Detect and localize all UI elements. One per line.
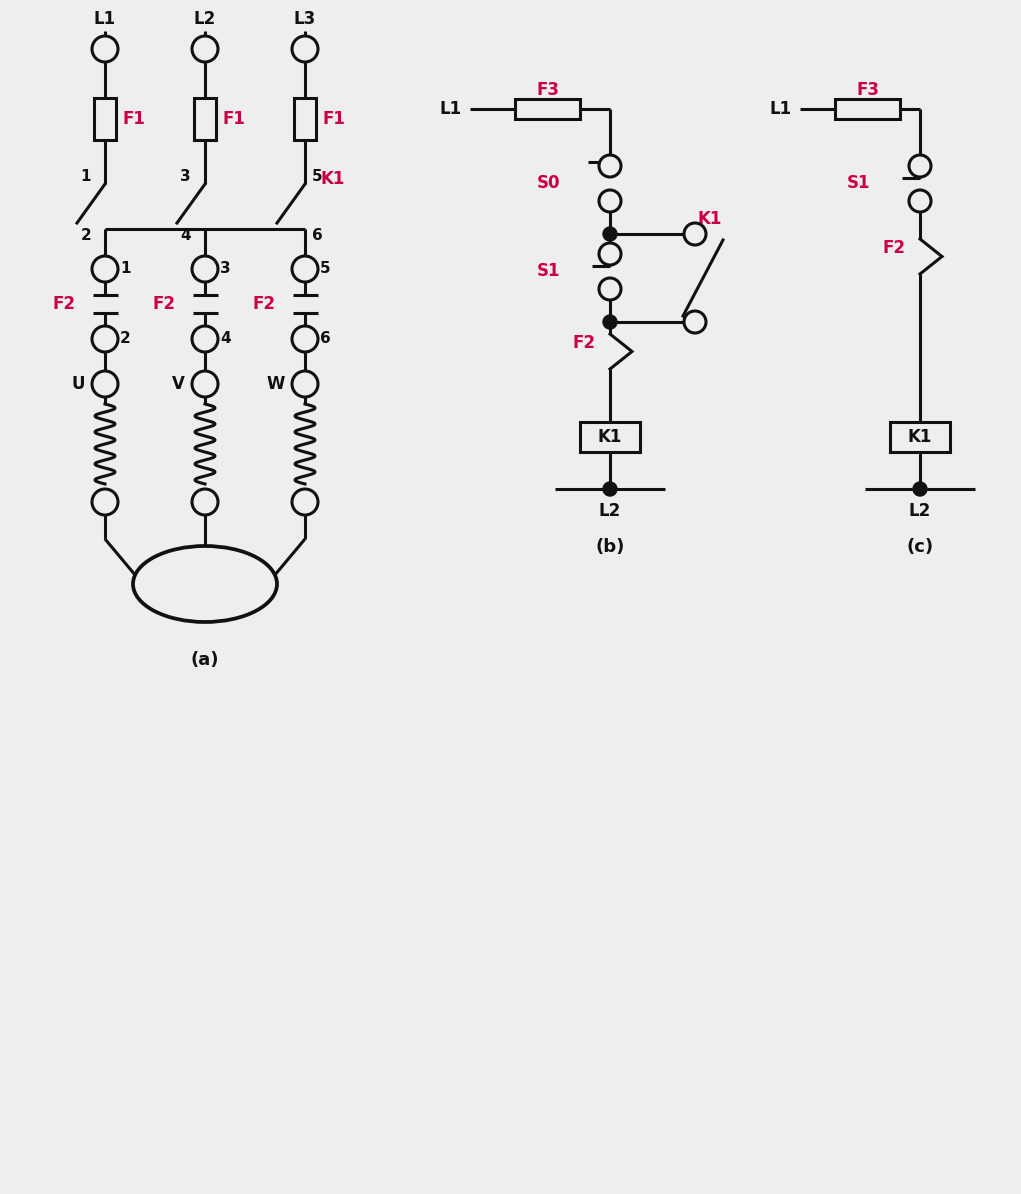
Text: K1: K1 xyxy=(598,427,622,447)
Circle shape xyxy=(192,256,218,282)
Circle shape xyxy=(684,223,706,245)
Text: F2: F2 xyxy=(882,240,905,258)
Circle shape xyxy=(92,371,118,396)
Text: L2: L2 xyxy=(909,501,931,521)
Text: F1: F1 xyxy=(222,110,245,128)
Text: (a): (a) xyxy=(191,651,220,669)
Text: L1: L1 xyxy=(770,100,792,118)
Text: 6: 6 xyxy=(320,332,331,346)
Circle shape xyxy=(192,36,218,62)
Text: 3: 3 xyxy=(181,170,191,185)
Circle shape xyxy=(192,490,218,515)
Text: S1: S1 xyxy=(846,174,870,192)
Bar xyxy=(194,98,216,140)
Circle shape xyxy=(192,371,218,396)
Circle shape xyxy=(292,326,318,352)
Text: F2: F2 xyxy=(252,295,275,313)
Text: L2: L2 xyxy=(599,501,621,521)
Text: F1: F1 xyxy=(121,110,145,128)
Bar xyxy=(515,99,580,119)
Text: F2: F2 xyxy=(572,334,595,352)
Text: S1: S1 xyxy=(536,263,560,281)
Bar xyxy=(94,98,116,140)
Text: 2: 2 xyxy=(81,228,91,244)
Circle shape xyxy=(292,371,318,396)
Text: L1: L1 xyxy=(94,10,116,27)
Bar xyxy=(890,421,950,453)
Circle shape xyxy=(599,190,621,213)
Text: K1: K1 xyxy=(697,210,722,228)
Circle shape xyxy=(92,36,118,62)
Text: F2: F2 xyxy=(152,295,175,313)
Text: K1: K1 xyxy=(320,170,344,187)
Circle shape xyxy=(599,278,621,300)
Circle shape xyxy=(684,310,706,333)
Text: V: V xyxy=(173,375,185,393)
Circle shape xyxy=(92,256,118,282)
Text: F1: F1 xyxy=(322,110,345,128)
Circle shape xyxy=(603,482,617,496)
Circle shape xyxy=(599,244,621,265)
Text: Motor: Motor xyxy=(175,576,235,593)
Text: 6: 6 xyxy=(312,228,323,244)
Circle shape xyxy=(599,155,621,177)
Text: S0: S0 xyxy=(536,174,560,192)
Text: (b): (b) xyxy=(595,538,625,556)
Circle shape xyxy=(603,227,617,241)
Text: U: U xyxy=(71,375,85,393)
Circle shape xyxy=(913,482,927,496)
Circle shape xyxy=(909,190,931,213)
Circle shape xyxy=(603,315,617,330)
Text: F3: F3 xyxy=(856,81,879,99)
Circle shape xyxy=(192,326,218,352)
Text: (c): (c) xyxy=(907,538,933,556)
Text: F3: F3 xyxy=(536,81,560,99)
Text: 1: 1 xyxy=(120,261,131,277)
Text: 1: 1 xyxy=(81,170,91,185)
Text: 2: 2 xyxy=(120,332,131,346)
Ellipse shape xyxy=(133,546,277,622)
Text: 4: 4 xyxy=(181,228,191,244)
Text: F2: F2 xyxy=(52,295,75,313)
Bar xyxy=(580,421,640,453)
Circle shape xyxy=(292,36,318,62)
Text: W: W xyxy=(266,375,285,393)
Bar xyxy=(294,98,317,140)
Text: L1: L1 xyxy=(440,100,461,118)
Text: 5: 5 xyxy=(312,170,323,185)
Bar xyxy=(835,99,900,119)
Circle shape xyxy=(92,326,118,352)
Text: L3: L3 xyxy=(294,10,317,27)
Circle shape xyxy=(292,490,318,515)
Text: 4: 4 xyxy=(220,332,231,346)
Text: 5: 5 xyxy=(320,261,331,277)
Text: L2: L2 xyxy=(194,10,216,27)
Text: K1: K1 xyxy=(908,427,932,447)
Text: 3: 3 xyxy=(220,261,231,277)
Circle shape xyxy=(92,490,118,515)
Circle shape xyxy=(909,155,931,177)
Circle shape xyxy=(292,256,318,282)
